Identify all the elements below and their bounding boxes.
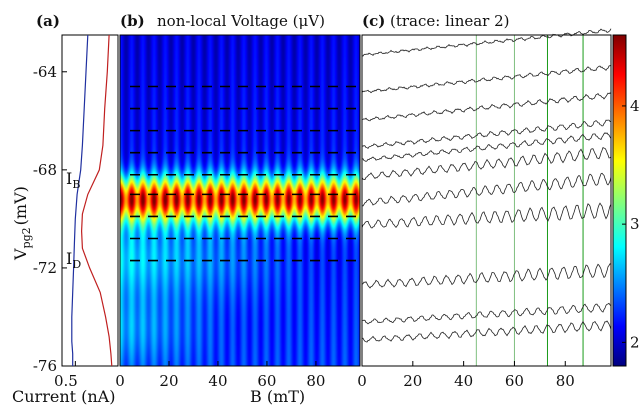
panel-a-ylabel: Vpg2(mV) bbox=[11, 186, 33, 261]
series-line-ib bbox=[80, 34, 113, 367]
panel-a: (a) -64-68-72-76 IB ID 0.5 Current (nA) … bbox=[11, 12, 119, 406]
trace-line bbox=[361, 263, 612, 289]
panel-c: (c) (trace: linear 2) 0 20 40 60 80 bbox=[357, 12, 612, 390]
c-xtick-label: 60 bbox=[505, 372, 524, 390]
trace-line bbox=[361, 119, 612, 149]
trace-line bbox=[361, 302, 612, 325]
b-xtick-label: 20 bbox=[159, 372, 178, 390]
colorbar-ticks: 2 3 4 bbox=[622, 97, 640, 351]
trace-line bbox=[361, 65, 611, 94]
b-xtick-label: 40 bbox=[208, 372, 227, 390]
colorbar-tick-label: 3 bbox=[630, 215, 640, 233]
panel-c-title: (trace: linear 2) bbox=[390, 12, 510, 30]
series-label-ib: IB bbox=[66, 169, 80, 191]
a-ytick-label: -68 bbox=[33, 161, 57, 179]
panel-a-xlabel: Current (nA) bbox=[12, 387, 115, 406]
a-ytick-label: -72 bbox=[33, 259, 57, 277]
panel-b-title: non-local Voltage (μV) bbox=[157, 12, 325, 30]
c-xtick-label: 80 bbox=[556, 372, 575, 390]
panel-a-frame bbox=[61, 34, 119, 367]
series-line-id bbox=[71, 34, 89, 366]
series-label-id: ID bbox=[66, 249, 81, 271]
c-xtick-label: 20 bbox=[403, 372, 422, 390]
trace-line bbox=[361, 132, 612, 162]
panel-b-xlabel: B (mT) bbox=[250, 387, 305, 406]
colorbar-tick-label: 2 bbox=[630, 333, 640, 351]
panel-c-x-axis: 0 20 40 60 80 bbox=[357, 361, 575, 390]
trace-line bbox=[361, 28, 612, 57]
panel-c-frame bbox=[361, 34, 612, 367]
panel-a-label: (a) bbox=[36, 12, 60, 30]
a-ytick-label: -64 bbox=[33, 63, 57, 81]
panel-b-x-axis: 0 20 40 60 80 bbox=[115, 361, 325, 390]
b-xtick-label: 80 bbox=[306, 372, 325, 390]
trace-line bbox=[361, 172, 612, 207]
a-ytick-label: -76 bbox=[33, 357, 57, 375]
c-xtick-label: 0 bbox=[357, 372, 367, 390]
trace-line bbox=[361, 320, 612, 343]
panel-b: (b) non-local Voltage (μV) 0 20 40 60 80 B (… bbox=[115, 12, 361, 406]
b-xtick-label: 60 bbox=[257, 372, 276, 390]
panel-c-traces bbox=[361, 28, 612, 343]
c-xtick-label: 40 bbox=[454, 372, 473, 390]
panel-c-label: (c) bbox=[362, 12, 385, 30]
colorbar: 2 3 4 bbox=[612, 34, 640, 367]
heatmap-image bbox=[120, 35, 360, 366]
trace-line bbox=[361, 147, 612, 180]
panel-c-markers bbox=[475, 35, 584, 366]
panel-b-label: (b) bbox=[120, 12, 145, 30]
trace-line bbox=[361, 92, 612, 122]
panel-b-dashed-cuts bbox=[130, 85, 360, 262]
panel-a-y-axis: -64 -68 -72 -76 bbox=[33, 63, 67, 375]
colorbar-gradient bbox=[612, 34, 627, 367]
colorbar-tick-label: 4 bbox=[630, 97, 640, 115]
panel-b-frame bbox=[119, 34, 361, 367]
panel-a-lines bbox=[71, 34, 113, 367]
a-xtick-0: 0.5 bbox=[54, 372, 78, 390]
trace-line bbox=[361, 202, 612, 229]
b-xtick-label: 0 bbox=[115, 372, 125, 390]
